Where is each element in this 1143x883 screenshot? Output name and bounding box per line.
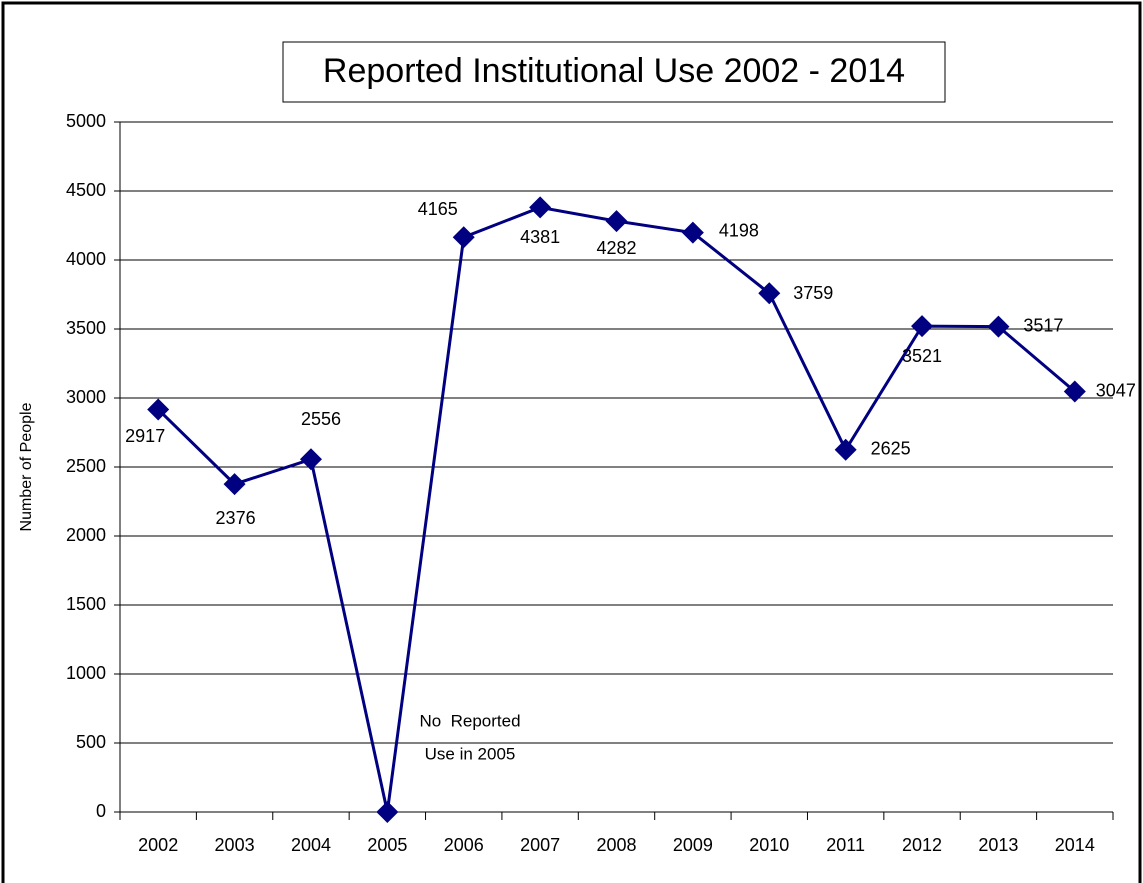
x-tick-label: 2005 (367, 835, 407, 855)
annotation: No Reported (419, 711, 520, 730)
data-marker (758, 282, 781, 305)
annotation: Use in 2005 (425, 744, 516, 763)
y-tick-label: 3000 (66, 387, 106, 407)
data-label: 4381 (520, 227, 560, 247)
y-tick-label: 3500 (66, 318, 106, 338)
data-label: 3521 (902, 346, 942, 366)
y-tick-label: 4500 (66, 180, 106, 200)
data-label: 4165 (418, 199, 458, 219)
y-tick-label: 0 (96, 801, 106, 821)
data-marker (223, 473, 246, 496)
title-box (282, 41, 946, 103)
y-tick-label: 500 (76, 732, 106, 752)
x-tick-label: 2008 (596, 835, 636, 855)
data-label: 3047 (1096, 380, 1136, 400)
x-tick-label: 2004 (291, 835, 331, 855)
data-label: 2556 (301, 409, 341, 429)
data-marker (376, 801, 399, 823)
data-marker (605, 210, 628, 233)
x-tick-label: 2012 (902, 835, 942, 855)
data-label: 2625 (871, 439, 911, 459)
y-tick-label: 2500 (66, 456, 106, 476)
data-marker (1063, 380, 1086, 403)
x-tick-label: 2013 (978, 835, 1018, 855)
data-marker (147, 398, 170, 421)
x-tick-label: 2007 (520, 835, 560, 855)
data-label: 3517 (1023, 315, 1063, 335)
y-tick-label: 2000 (66, 525, 106, 545)
x-tick-label: 2003 (215, 835, 255, 855)
x-tick-label: 2006 (444, 835, 484, 855)
x-tick-label: 2010 (749, 835, 789, 855)
data-marker (299, 448, 322, 471)
data-marker (681, 221, 704, 244)
data-marker (834, 438, 857, 461)
data-label: 3759 (793, 283, 833, 303)
y-tick-label: 5000 (66, 111, 106, 131)
y-tick-label: 4000 (66, 249, 106, 269)
data-marker (987, 315, 1010, 338)
data-label: 4282 (596, 238, 636, 258)
y-tick-label: 1000 (66, 663, 106, 683)
data-marker (452, 226, 475, 249)
x-tick-label: 2009 (673, 835, 713, 855)
x-tick-label: 2014 (1055, 835, 1095, 855)
x-tick-label: 2011 (826, 835, 865, 855)
y-tick-label: 1500 (66, 594, 106, 614)
data-label: 2917 (125, 426, 165, 446)
data-marker (529, 196, 552, 219)
data-marker (911, 315, 934, 338)
data-label: 4198 (719, 220, 759, 240)
chart-title: Reported Institutional Use 2002 - 2014 (323, 52, 905, 90)
y-axis-label: Number of People (18, 402, 35, 531)
data-label: 2376 (216, 508, 256, 528)
x-tick-label: 2002 (138, 835, 178, 855)
